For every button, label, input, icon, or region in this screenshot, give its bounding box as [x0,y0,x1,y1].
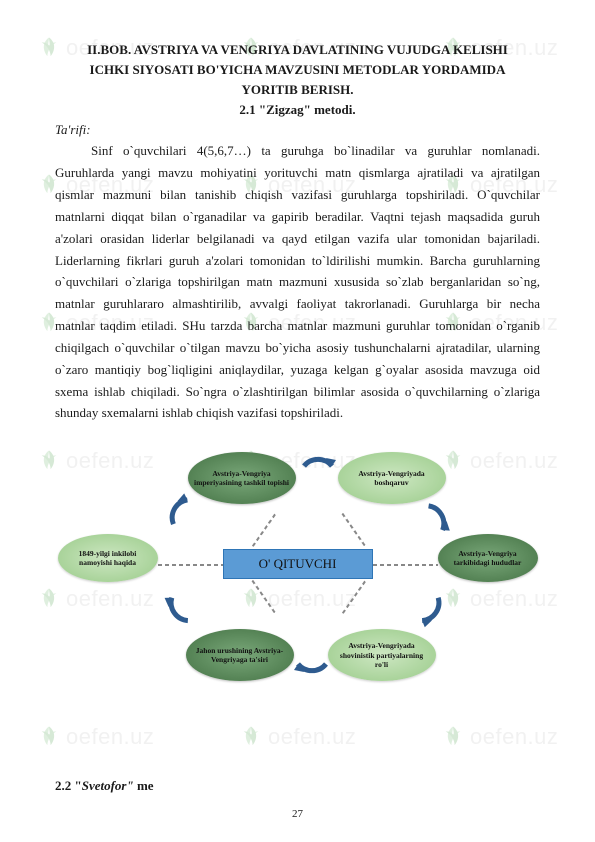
tarif-label: Ta'rifi: [55,122,540,138]
cycle-arrow-icon [290,654,334,698]
diagram-node: Jahon urushining Avstriya-Vengriyaga ta'… [186,629,294,681]
connector-line [158,564,223,566]
diagram-node: Avstriya-Vengriya tarkibidagi hududlar [438,534,538,582]
body-paragraph: Sinf o`quvchilari 4(5,6,7…) ta guruhga b… [55,140,540,424]
svetofor-heading: 2.2 "Svetofor" me [55,778,154,794]
title-line-3: YORITIB BERISH. [55,80,540,100]
zigzag-diagram: O' QITUVCHI Avstriya-Vengriya imperiyasi… [58,434,538,694]
title-line-2: ICHKI SIYOSATI BO'YICHA MAVZUSINI METODL… [55,60,540,80]
connector-line [251,580,275,614]
diagram-node: Avstriya-Vengriyada shovinistik partiyal… [328,629,436,681]
diagram-center: O' QITUVCHI [223,549,373,579]
cycle-arrow-icon [296,432,340,476]
cycle-arrow-icon [139,586,200,647]
connector-line [341,513,365,547]
watermark: oefen.uz [36,724,154,750]
watermark: oefen.uz [440,724,558,750]
page-number: 27 [0,808,595,820]
diagram-node: Avstriya-Vengriya imperiyasining tashkil… [188,452,296,504]
diagram-node: Avstriya-Vengriyada boshqaruv [338,452,446,504]
title-line-1: II.BOB. AVSTRIYA VA VENGRIYA DAVLATINING… [55,40,540,60]
watermark: oefen.uz [238,724,356,750]
section-number: 2.1 "Zigzag" metodi. [55,102,540,118]
connector-line [341,580,365,614]
connector-line [373,564,438,566]
diagram-node: 1849-yilgi inkilobi namoyishi haqida [58,534,158,582]
connector-line [251,513,275,547]
